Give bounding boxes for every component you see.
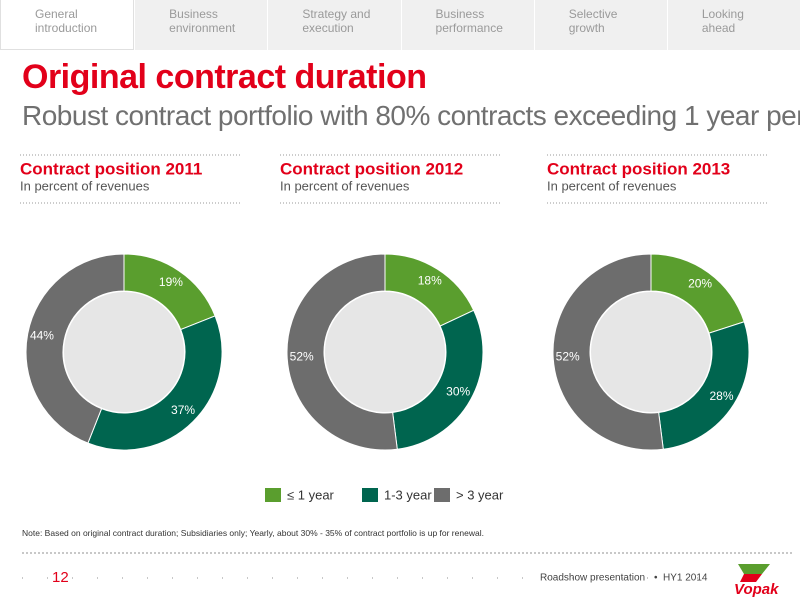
- donut-hole: [591, 292, 711, 412]
- nav-tab[interactable]: Strategy and execution: [267, 0, 401, 50]
- nav-tab[interactable]: General introduction: [0, 0, 135, 50]
- donut-segment: [25, 253, 125, 444]
- logo-mark: [738, 564, 770, 574]
- chart-subtitle: In percent of revenues: [547, 178, 677, 193]
- legend-swatch: [265, 488, 281, 502]
- donut-segment: [87, 315, 223, 451]
- nav-tab[interactable]: Business performance: [400, 0, 534, 50]
- nav-bar: General introduction Business environment…: [0, 0, 800, 50]
- data-label: 44%: [30, 329, 54, 343]
- footer: 12 Roadshow presentation • HY1 2014 Vopa…: [22, 564, 779, 598]
- chart-subtitle: In percent of revenues: [280, 178, 410, 193]
- footer-bullet: •: [654, 573, 658, 584]
- legend-label: > 3 year: [456, 487, 504, 502]
- legend-swatch: [434, 488, 450, 502]
- footer-period: HY1 2014: [663, 573, 708, 584]
- data-label: 37%: [171, 403, 195, 417]
- slide-title: Original contract duration: [22, 58, 427, 96]
- data-label: 52%: [556, 349, 580, 363]
- divider: [22, 552, 792, 554]
- slide-subtitle: Robust contract portfolio with 80% contr…: [22, 100, 800, 131]
- footer-text: Roadshow presentation: [540, 573, 645, 584]
- logo: Vopak: [734, 581, 779, 598]
- nav-tab[interactable]: Looking ahead: [666, 0, 800, 50]
- nav-tab[interactable]: Selective growth: [533, 0, 667, 50]
- donut-hole: [64, 292, 184, 412]
- chart-title: Contract position 2013: [547, 159, 730, 178]
- page-number: 12: [52, 569, 69, 586]
- legend-swatch: [362, 488, 378, 502]
- data-label: 30%: [446, 384, 470, 398]
- nav-tab[interactable]: Business environment: [134, 0, 268, 50]
- donut-segment: [286, 253, 398, 451]
- note: Note: Based on original contract duratio…: [22, 528, 484, 538]
- donut-segment: [392, 309, 484, 450]
- chart-title: Contract position 2011: [20, 159, 202, 178]
- logo-mark: [740, 574, 762, 582]
- chart-subtitle: In percent of revenues: [20, 178, 150, 193]
- data-label: 18%: [418, 274, 442, 288]
- donut-hole: [325, 292, 445, 412]
- chart-title: Contract position 2012: [280, 159, 463, 178]
- donut-segment: [552, 253, 664, 451]
- data-label: 28%: [709, 389, 733, 403]
- data-label: 20%: [688, 277, 712, 291]
- legend-label: 1-3 year: [384, 487, 432, 502]
- data-label: 19%: [159, 275, 183, 289]
- data-label: 52%: [290, 349, 314, 363]
- legend-label: ≤ 1 year: [287, 487, 335, 502]
